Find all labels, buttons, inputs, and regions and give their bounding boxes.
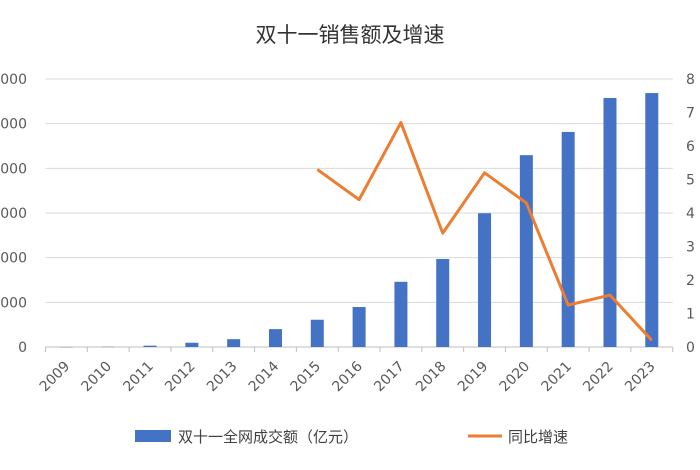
right-tick-label: 2 [686,273,695,289]
x-tick-label: 2011 [120,359,157,396]
left-tick-label: 4000 [0,251,27,267]
bar-2015 [310,319,324,347]
x-tick-label: 2018 [413,359,450,396]
left-tick-label: 10000 [0,117,27,133]
legend-swatch-bar [135,430,171,442]
x-tick-label: 2013 [204,359,241,396]
right-tick-label: 7 [686,106,695,122]
x-tick-label: 2021 [538,359,575,396]
growth-line [316,121,653,342]
x-tick-label: 2015 [288,359,325,396]
bar-2022 [603,97,617,347]
chart-title: 双十一销售额及增速 [256,23,445,47]
left-tick-label: 12000 [0,72,27,88]
legend: 双十一全网成交额（亿元） 同比增速 [135,428,568,446]
bar-2013 [227,339,241,347]
right-tick-label: 5 [686,173,695,189]
bar-2017 [394,281,408,347]
legend-label-bar: 双十一全网成交额（亿元） [178,428,358,446]
left-tick-label: 6000 [0,206,27,222]
left-tick-label: 8000 [0,161,27,177]
gridlines [45,78,674,352]
bar-2014 [268,329,282,347]
x-tick-label: 2017 [371,359,408,396]
x-tick-label: 2014 [246,358,283,395]
x-tick-label: 2009 [37,359,74,396]
right-axis-ticks: 0 1 2 3 4 5 6 7 8 [686,72,695,356]
x-tick-label: 2019 [455,359,492,396]
bar-2012 [185,342,199,347]
bars [59,93,659,348]
bar-2016 [352,307,366,347]
right-tick-label: 6 [686,139,695,155]
bar-2018 [436,259,450,347]
bar-2021 [561,131,575,347]
x-tick-label: 2016 [329,358,366,395]
right-tick-label: 4 [686,206,695,222]
x-tick-label: 2012 [162,359,199,396]
right-tick-label: 8 [686,72,695,88]
bar-2019 [478,213,492,347]
x-tick-label: 2022 [580,359,617,396]
right-tick-label: 0 [686,340,695,356]
legend-label-line: 同比增速 [508,428,568,446]
x-tick-label: 2020 [497,359,534,396]
bar-2023 [645,93,659,347]
x-axis-ticks: 2009 2010 2011 2012 2013 2014 2015 2016 2017 2018… [37,358,659,395]
right-tick-label: 3 [686,240,695,256]
left-tick-label: 2000 [0,295,27,311]
x-tick-label: 2023 [622,359,659,396]
left-axis-ticks: 0 2000 4000 6000 8000 10000 12000 [0,72,27,356]
bar-2020 [519,155,533,347]
left-tick-label: 0 [18,340,27,356]
x-tick-label: 2010 [79,359,116,396]
bar-2011 [143,345,157,347]
right-tick-label: 1 [686,307,695,323]
